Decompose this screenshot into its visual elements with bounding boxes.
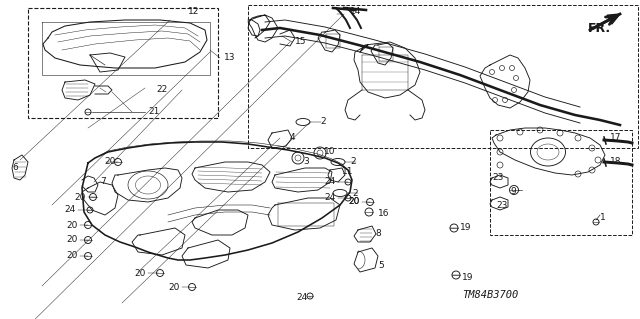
Text: 13: 13 <box>224 53 236 62</box>
Bar <box>28 8 218 118</box>
Text: 12: 12 <box>188 8 200 17</box>
Text: 9: 9 <box>510 188 516 197</box>
Text: 2: 2 <box>350 158 356 167</box>
Text: TM84B3700: TM84B3700 <box>462 290 518 300</box>
Text: 19: 19 <box>460 224 472 233</box>
Text: 20: 20 <box>67 251 78 261</box>
Polygon shape <box>607 14 620 24</box>
Text: 20: 20 <box>75 192 86 202</box>
Text: 24: 24 <box>324 194 336 203</box>
Text: 20: 20 <box>168 283 180 292</box>
Text: 4: 4 <box>290 133 296 143</box>
Text: 21: 21 <box>148 108 159 116</box>
Text: 1: 1 <box>600 213 605 222</box>
Text: 24: 24 <box>297 293 308 302</box>
Text: 3: 3 <box>303 158 308 167</box>
Text: 24: 24 <box>65 205 76 214</box>
Text: 14: 14 <box>350 8 362 17</box>
Text: 16: 16 <box>378 210 390 219</box>
Text: 20: 20 <box>67 220 78 229</box>
Bar <box>248 5 638 148</box>
Text: 19: 19 <box>462 273 474 283</box>
Text: 20: 20 <box>104 158 116 167</box>
Text: 8: 8 <box>375 229 381 239</box>
Text: 11: 11 <box>342 167 353 176</box>
Text: 24: 24 <box>324 177 336 187</box>
Text: 6: 6 <box>12 164 18 173</box>
Text: 5: 5 <box>378 262 384 271</box>
Text: 20: 20 <box>134 269 146 278</box>
Text: 22: 22 <box>156 85 167 94</box>
Text: 20: 20 <box>349 197 360 206</box>
Bar <box>490 130 632 235</box>
Text: 7: 7 <box>100 177 106 187</box>
Text: 20: 20 <box>67 235 78 244</box>
Text: 20: 20 <box>349 197 360 206</box>
Text: FR.: FR. <box>588 22 611 35</box>
Text: 10: 10 <box>324 147 335 157</box>
Text: 2: 2 <box>320 117 326 127</box>
Text: 18: 18 <box>610 158 621 167</box>
Text: 15: 15 <box>295 38 307 47</box>
Text: 23: 23 <box>492 174 504 182</box>
Text: 17: 17 <box>610 133 621 143</box>
Text: 23: 23 <box>496 202 508 211</box>
Text: 2: 2 <box>352 189 358 197</box>
